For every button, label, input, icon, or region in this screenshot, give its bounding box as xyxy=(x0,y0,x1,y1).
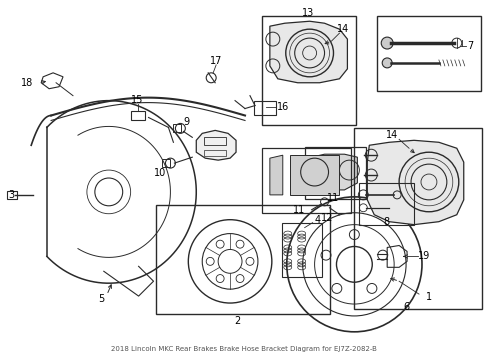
Text: 18: 18 xyxy=(21,78,33,88)
Polygon shape xyxy=(269,21,346,83)
Text: 2018 Lincoln MKC Rear Brakes Brake Hose Bracket Diagram for EJ7Z-2082-B: 2018 Lincoln MKC Rear Brakes Brake Hose … xyxy=(111,346,376,352)
Text: 11: 11 xyxy=(292,205,304,215)
Text: 8: 8 xyxy=(382,217,388,227)
Text: 17: 17 xyxy=(209,56,222,66)
Bar xyxy=(304,147,366,199)
Text: 1: 1 xyxy=(425,292,431,302)
Text: 7: 7 xyxy=(467,41,473,51)
Bar xyxy=(155,205,329,314)
Text: 12: 12 xyxy=(321,213,333,223)
Circle shape xyxy=(381,37,392,49)
Bar xyxy=(7,191,17,199)
Bar xyxy=(354,129,481,309)
Text: 16: 16 xyxy=(276,102,288,112)
Polygon shape xyxy=(366,140,463,225)
Text: 3: 3 xyxy=(8,190,14,200)
Text: 19: 19 xyxy=(417,251,429,261)
Polygon shape xyxy=(196,130,236,160)
Bar xyxy=(173,125,181,132)
Bar xyxy=(262,148,351,213)
Text: 14: 14 xyxy=(385,130,397,140)
Bar xyxy=(162,159,170,167)
Text: 14: 14 xyxy=(337,24,349,34)
Text: 4: 4 xyxy=(314,215,320,225)
Text: 11: 11 xyxy=(326,193,339,203)
Bar xyxy=(204,150,225,156)
Bar xyxy=(130,111,144,121)
Bar xyxy=(376,16,480,91)
Text: 15: 15 xyxy=(131,95,143,105)
Bar xyxy=(281,223,321,277)
Text: 6: 6 xyxy=(402,302,408,312)
Bar xyxy=(204,137,225,145)
Bar xyxy=(262,16,356,125)
Polygon shape xyxy=(289,155,339,195)
Text: 2: 2 xyxy=(233,316,240,326)
Text: 13: 13 xyxy=(301,8,313,18)
Polygon shape xyxy=(269,155,282,195)
Circle shape xyxy=(382,58,391,68)
Polygon shape xyxy=(311,154,357,190)
Text: 10: 10 xyxy=(154,168,166,178)
Text: 9: 9 xyxy=(183,117,189,127)
Bar xyxy=(253,100,275,114)
Text: 5: 5 xyxy=(98,294,104,304)
Bar xyxy=(359,183,413,225)
